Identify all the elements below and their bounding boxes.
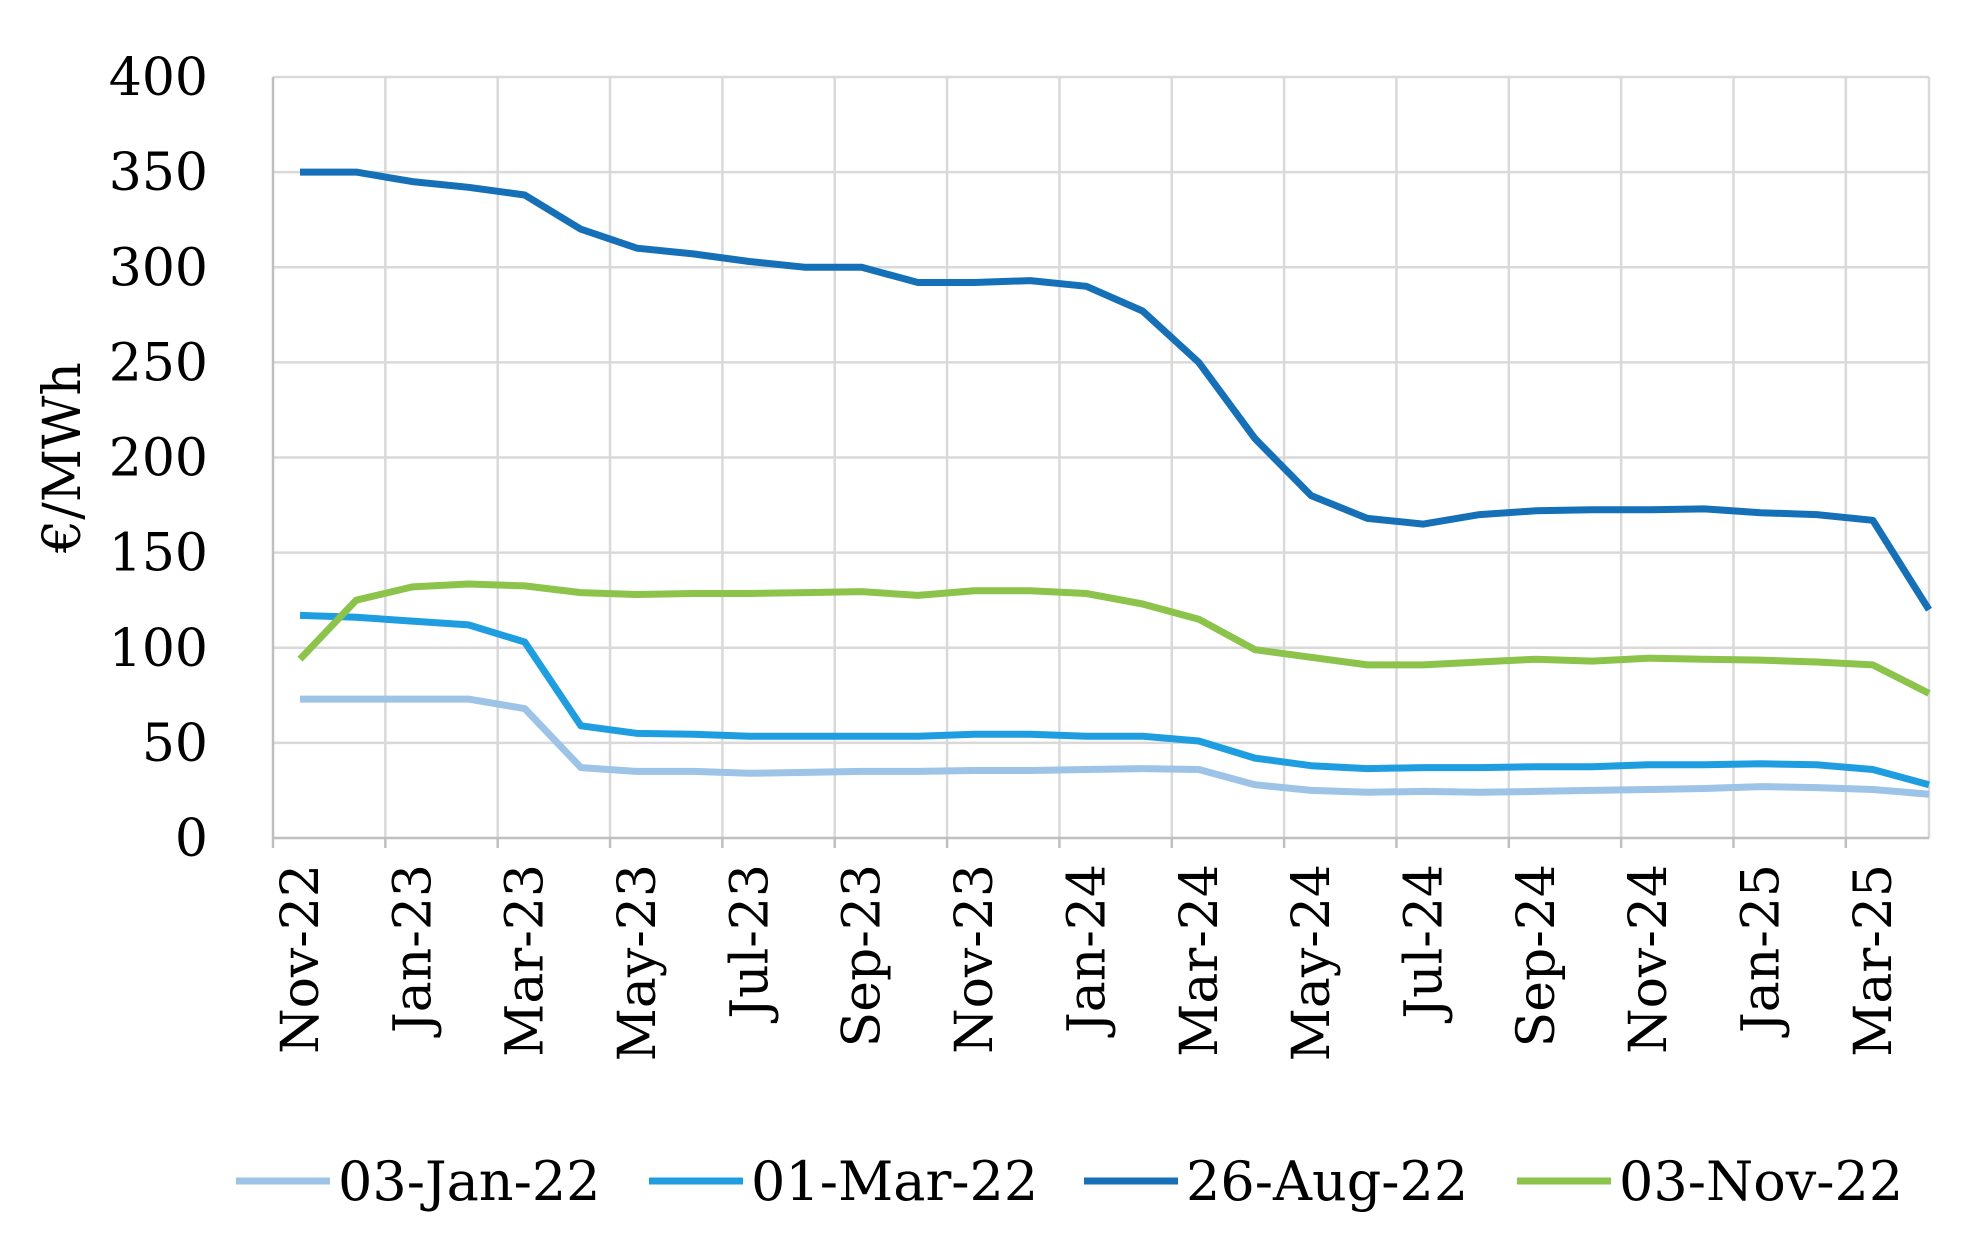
- x-tick-label: Nov-22: [271, 864, 331, 1054]
- legend-label: 26-Aug-22: [1186, 1150, 1468, 1213]
- y-tick-label: 50: [142, 714, 208, 774]
- x-tick-label: Jul-24: [1394, 864, 1454, 1024]
- x-tick-label: Sep-24: [1507, 864, 1567, 1047]
- x-tick-label: Mar-24: [1170, 864, 1230, 1057]
- x-tick-label: Jan-23: [383, 864, 443, 1038]
- x-tick-label: Sep-23: [833, 864, 893, 1047]
- x-tick-label: May-24: [1282, 864, 1342, 1061]
- x-tick-label: May-23: [608, 864, 668, 1061]
- y-tick-label: 150: [109, 524, 208, 584]
- series-line-03-Jan-22: [300, 695, 1930, 798]
- legend-label: 03-Jan-22: [338, 1150, 601, 1213]
- series-line-26-Aug-22: [300, 168, 1932, 612]
- y-axis-title: €/MWh: [33, 362, 93, 554]
- y-tick-label: 400: [109, 48, 208, 108]
- y-tick-label: 0: [175, 809, 208, 869]
- x-tick-label: Nov-24: [1619, 864, 1679, 1054]
- y-tick-label: 200: [109, 429, 208, 489]
- series-line-03-Nov-22: [297, 580, 1931, 697]
- y-tick-label: 250: [109, 333, 208, 393]
- legend: 03-Jan-22 01-Mar-22 26-Aug-22 03-Nov-22: [236, 1150, 1903, 1213]
- y-tick-label: 300: [109, 238, 208, 298]
- series-lines: [297, 168, 1932, 798]
- series-line-01-Mar-22: [299, 611, 1930, 789]
- legend-label: 01-Mar-22: [751, 1150, 1038, 1213]
- y-tick-label: 100: [109, 619, 208, 679]
- x-tick-label: Mar-23: [496, 864, 556, 1057]
- x-tick-label: Mar-25: [1844, 864, 1904, 1057]
- x-tick-label: Jan-24: [1057, 864, 1117, 1038]
- y-tick-label: 350: [109, 143, 208, 203]
- y-axis: 0 50 100 150 200 250 300 350 400: [109, 48, 275, 869]
- x-axis: Nov-22 Jan-23 Mar-23 May-23 Jul-23 Sep-23 Nov-…: [271, 836, 1929, 1061]
- x-tick-label: Jan-25: [1731, 864, 1791, 1038]
- grid: [273, 75, 1931, 838]
- x-tick-label: Nov-23: [945, 864, 1005, 1054]
- legend-label: 03-Nov-22: [1619, 1150, 1903, 1213]
- x-tick-label: Jul-23: [720, 864, 780, 1024]
